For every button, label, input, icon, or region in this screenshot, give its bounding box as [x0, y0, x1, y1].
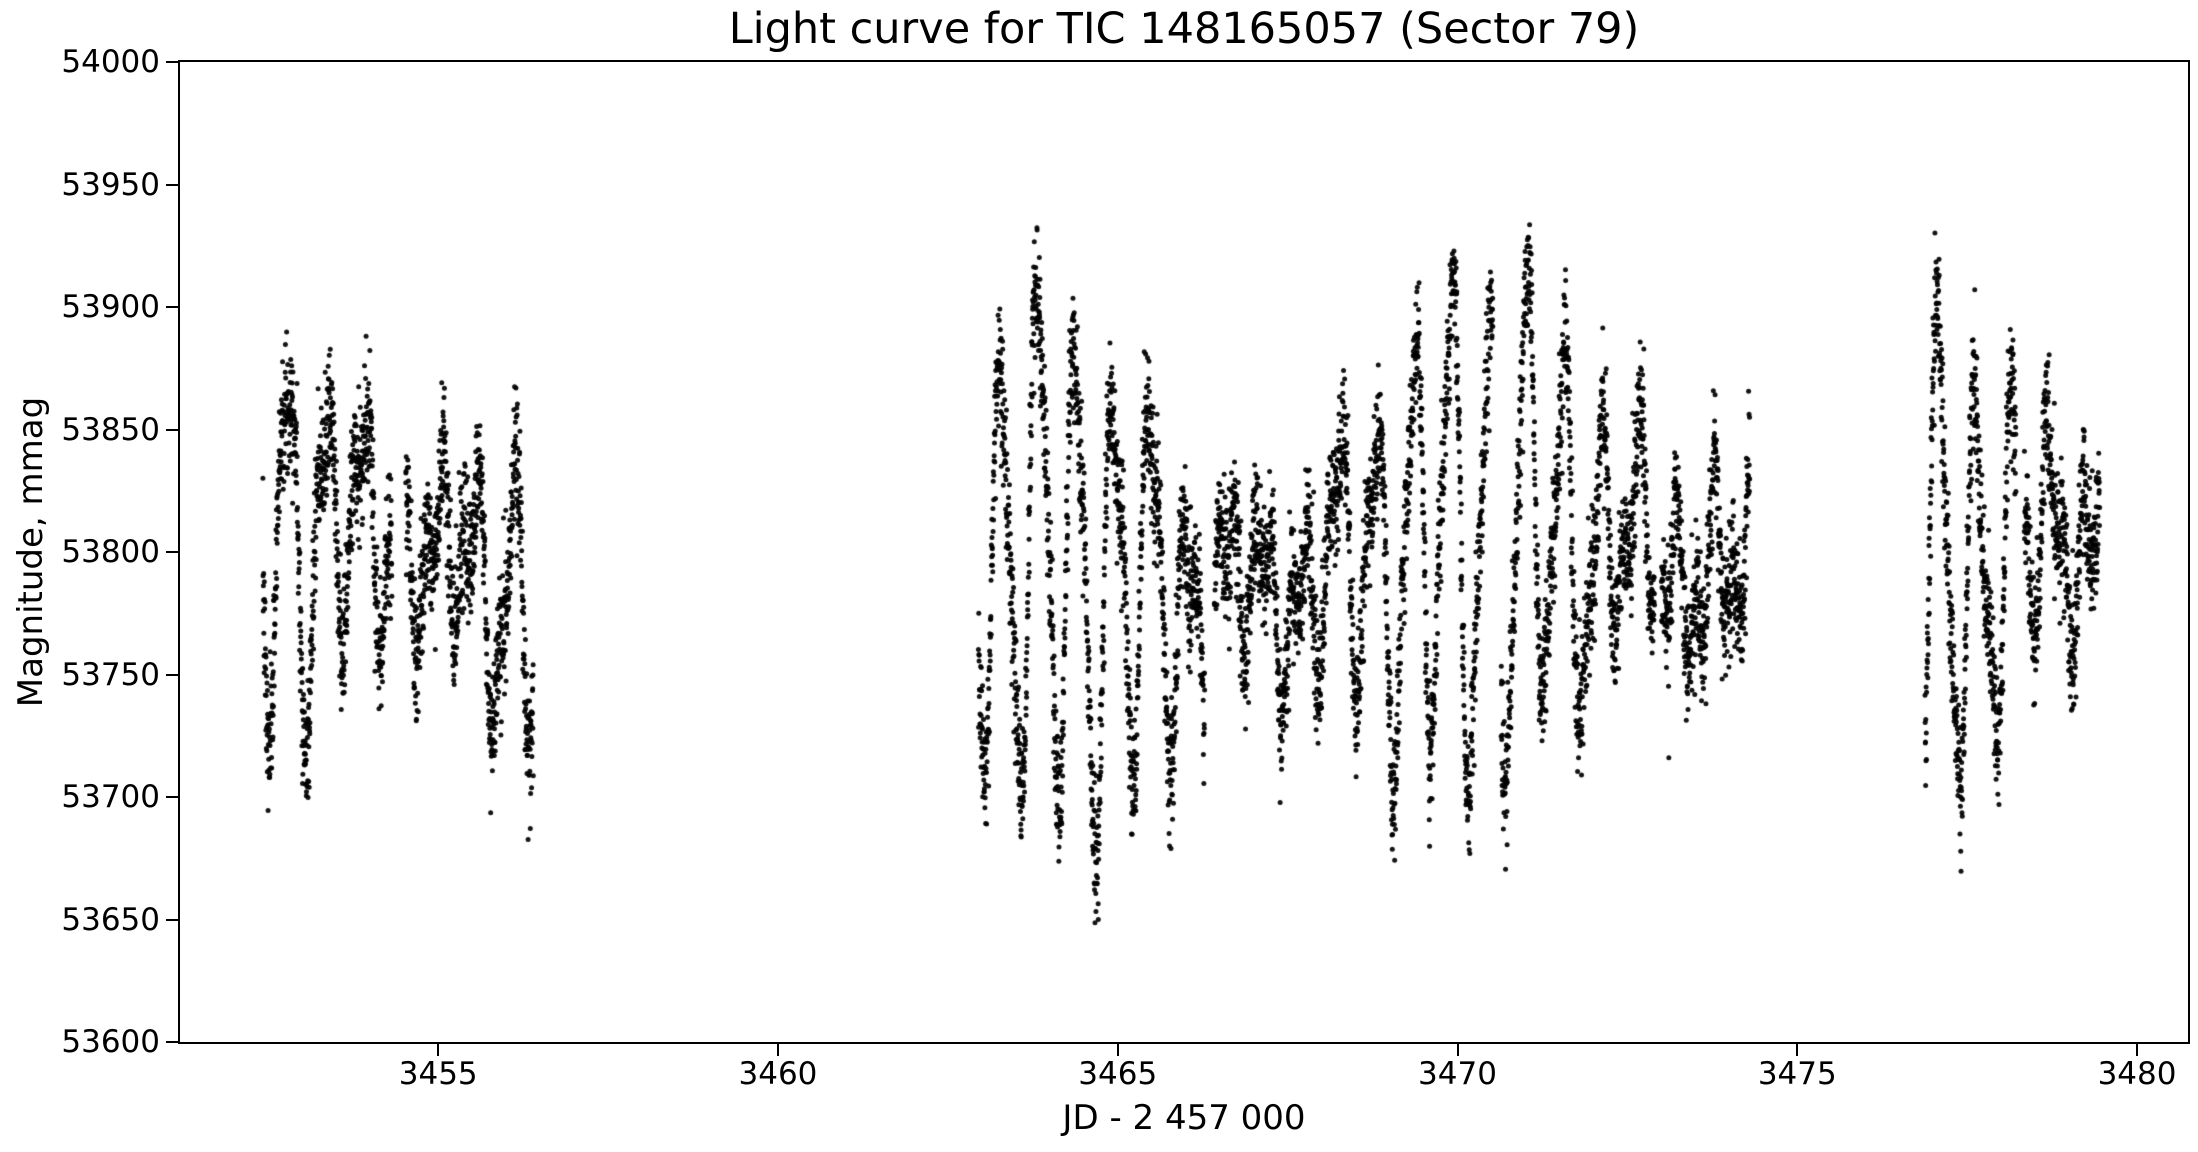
y-tick-mark: [166, 306, 178, 308]
y-tick-label: 53600: [61, 1024, 160, 1060]
y-tick-label: 53750: [61, 656, 160, 693]
y-tick-mark: [166, 183, 178, 186]
x-axis-label: JD - 2 457 000: [1062, 1098, 1306, 1138]
y-tick-mark: [166, 1041, 178, 1043]
x-tick-mark: [1116, 1044, 1119, 1056]
y-tick-label: 53850: [61, 411, 160, 448]
x-tick-label: 3475: [1757, 1056, 1837, 1092]
y-tick-label: 53650: [61, 901, 160, 938]
plot-area: [178, 60, 2190, 1044]
y-tick-mark: [166, 796, 178, 798]
x-tick-label: 3480: [2097, 1056, 2177, 1092]
x-tick-mark: [1796, 1044, 1799, 1056]
x-tick-label: 3455: [398, 1056, 478, 1092]
y-tick-label: 53800: [61, 534, 160, 570]
x-tick-mark: [437, 1044, 440, 1056]
x-tick-mark: [1456, 1044, 1459, 1056]
y-tick-mark: [166, 673, 178, 676]
y-tick-mark: [166, 918, 178, 921]
x-tick-label: 3465: [1078, 1056, 1158, 1092]
x-tick-mark: [776, 1044, 779, 1056]
x-tick-label: 3460: [738, 1056, 818, 1092]
y-tick-label: 53950: [61, 166, 160, 203]
y-tick-label: 53900: [61, 289, 160, 325]
x-tick-label: 3470: [1418, 1056, 1497, 1092]
y-tick-mark: [166, 551, 178, 553]
y-tick-mark: [166, 428, 178, 431]
y-tick-label: 53700: [61, 779, 160, 815]
scatter-points-canvas: [180, 62, 2188, 1042]
y-tick-label: 54000: [61, 44, 160, 80]
y-tick-mark: [166, 61, 178, 63]
x-tick-mark: [2136, 1044, 2139, 1056]
chart-title: Light curve for TIC 148165057 (Sector 79…: [728, 4, 1640, 54]
